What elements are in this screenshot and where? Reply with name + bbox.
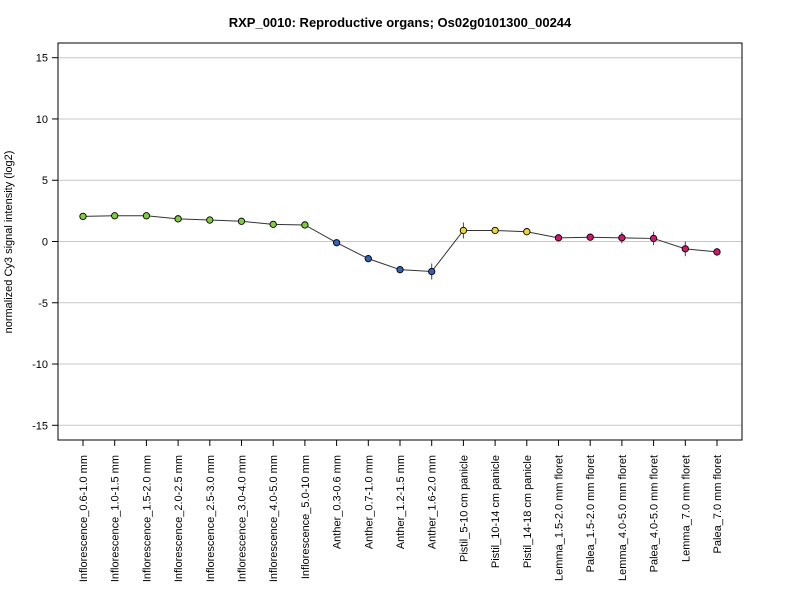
x-tick-label: Inflorescence_1.5-2.0 mm — [141, 455, 153, 582]
x-axis: Inflorescence_0.6-1.0 mm Inflorescence_1.… — [78, 440, 724, 582]
x-tick-label: Pistil_5-10 cm panicle — [458, 455, 470, 562]
x-tick-label: Palea_7.0 mm floret — [712, 455, 724, 553]
grid-lines — [58, 57, 742, 426]
data-point — [269, 220, 277, 228]
x-tick-label: Pistil_14-18 cm panicle — [522, 455, 534, 568]
data-point — [649, 234, 658, 243]
data-point — [618, 234, 626, 242]
chart-title: RXP_0010: Reproductive organs; Os02g0101… — [229, 15, 572, 30]
y-tick-label: -5 — [38, 298, 48, 310]
data-point — [396, 266, 404, 274]
data-point — [237, 217, 246, 225]
x-tick-label: Anther_0.3-0.6 mm — [332, 455, 344, 549]
data-point — [523, 228, 531, 236]
data-point — [586, 233, 594, 241]
x-tick-label: Anther_1.2-1.5 mm — [395, 455, 407, 549]
x-tick-label: Lemma_4.0-5.0 mm floret — [617, 455, 629, 581]
x-tick-label: Lemma_1.5-2.0 mm floret — [554, 455, 566, 581]
data-point — [491, 226, 499, 235]
x-tick-label: Inflorescence_0.6-1.0 mm — [78, 455, 90, 582]
y-tick-label: 0 — [42, 237, 48, 249]
x-tick-label: Lemma_7.0 mm floret — [680, 455, 692, 562]
x-tick-label: Inflorescence_5.0-10 mm — [300, 455, 312, 579]
x-tick-label: Inflorescence_2.0-2.5 mm — [173, 455, 185, 582]
data-point — [301, 221, 309, 229]
y-tick-label: 15 — [36, 53, 48, 65]
y-axis-label: normalized Cy3 signal intensity (log2) — [3, 151, 15, 334]
data-point — [428, 267, 436, 276]
series-layer — [79, 212, 721, 280]
x-tick-label: Inflorescence_2.5-3.0 mm — [205, 455, 217, 582]
x-tick-label: Inflorescence_4.0-5.0 mm — [268, 455, 280, 582]
data-point — [713, 248, 721, 256]
y-tick-label: 5 — [42, 175, 48, 187]
y-tick-label: -10 — [32, 359, 48, 371]
data-point — [554, 234, 563, 242]
data-point — [174, 215, 182, 223]
data-point — [111, 212, 119, 220]
y-tick-label: -15 — [32, 420, 48, 432]
x-tick-label: Anther_0.7-1.0 mm — [363, 455, 375, 549]
data-point — [206, 216, 214, 224]
data-point — [79, 212, 87, 221]
data-point — [142, 212, 151, 220]
series-line — [82, 215, 718, 273]
x-tick-label: Palea_4.0-5.0 mm floret — [649, 455, 661, 572]
x-tick-label: Palea_1.5-2.0 mm floret — [585, 455, 597, 572]
x-tick-label: Inflorescence_1.0-1.5 mm — [110, 455, 122, 582]
y-tick-label: 10 — [36, 114, 48, 126]
data-point — [681, 245, 689, 253]
x-tick-label: Inflorescence_3.0-4.0 mm — [237, 455, 249, 582]
x-tick-label: Pistil_10-14 cm panicle — [490, 455, 502, 568]
data-point — [364, 255, 372, 263]
data-point — [332, 239, 341, 247]
y-axis: -15 -10 -5 0 5 10 15 — [32, 53, 58, 432]
x-tick-label: Anther_1.6-2.0 mm — [427, 455, 439, 549]
data-point — [459, 226, 468, 235]
